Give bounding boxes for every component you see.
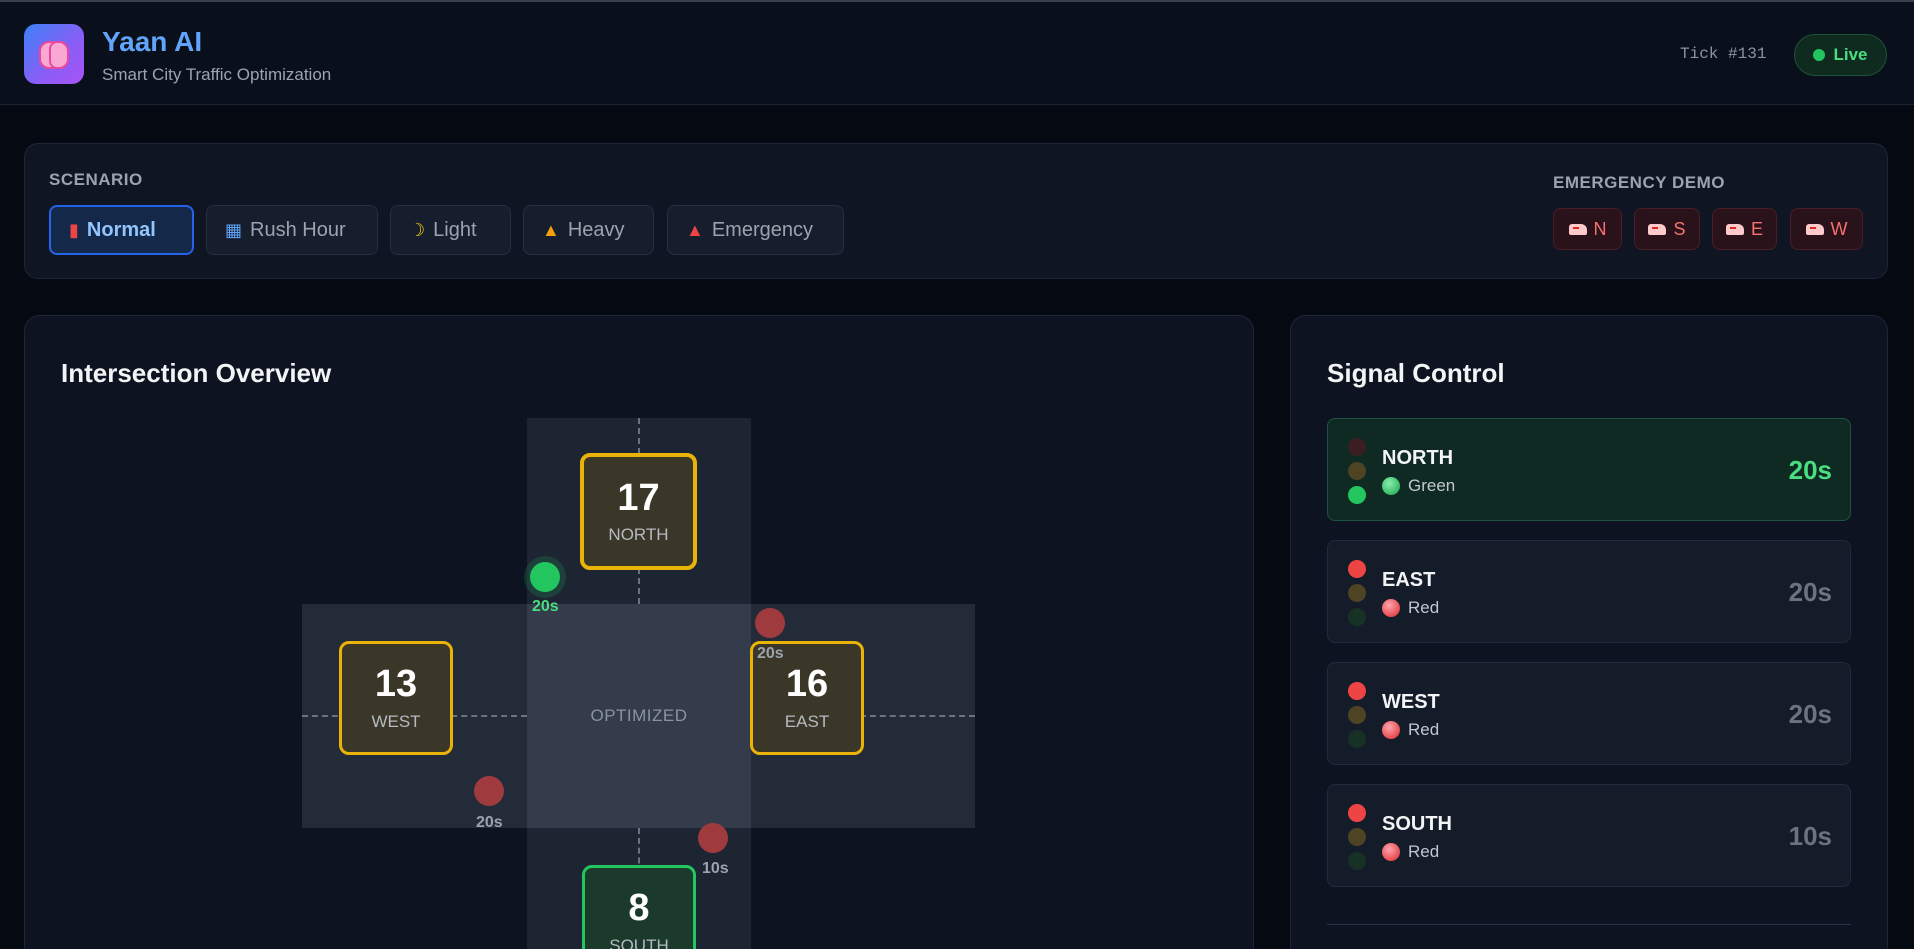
tick-counter: Tick #131 <box>1680 45 1767 63</box>
signal-panel-divider <box>1327 924 1851 925</box>
car-icon: ▮ <box>69 220 79 240</box>
scenario-heavy-label: Heavy <box>567 218 625 241</box>
red-lamp-icon <box>1348 682 1366 700</box>
emergency-north-button[interactable]: N <box>1553 208 1622 250</box>
signal-control-title: Signal Control <box>1327 358 1505 388</box>
east-direction-label: EAST <box>784 711 830 731</box>
signal-direction-label: EAST <box>1382 569 1436 591</box>
scenario-heavy-button[interactable]: ▲ Heavy <box>523 205 654 255</box>
signal-card-west[interactable]: WEST Red 20s <box>1327 662 1851 765</box>
brain-icon <box>39 41 69 69</box>
east-signal-time: 20s <box>757 645 784 662</box>
west-signal-time: 20s <box>476 814 503 831</box>
green-lamp-icon <box>1348 608 1366 626</box>
east-signal-indicator <box>755 608 785 638</box>
scenario-rush-hour-button[interactable]: ▦ Rush Hour <box>206 205 378 255</box>
signal-state: Red <box>1382 720 1439 740</box>
yellow-lamp-icon <box>1348 584 1366 602</box>
signal-timer: 20s <box>1788 699 1832 729</box>
signal-direction-label: NORTH <box>1382 447 1454 469</box>
emergency-south-label: S <box>1673 218 1686 239</box>
south-direction-label: SOUTH <box>609 935 669 949</box>
emergency-east-label: E <box>1750 218 1763 239</box>
scenario-panel: SCENARIO ▮ Normal ▦ Rush Hour ☽ Light ▲ … <box>24 143 1888 279</box>
west-vehicle-count: 13 <box>374 663 418 706</box>
app-title: Yaan AI <box>102 26 203 57</box>
ambulance-icon <box>1568 223 1587 235</box>
signal-state-label: Red <box>1408 598 1440 617</box>
green-lamp-icon <box>1348 486 1366 504</box>
emergency-north-label: N <box>1593 218 1607 239</box>
red-status-icon <box>1382 721 1400 739</box>
scenario-light-label: Light <box>433 218 477 241</box>
signal-timer: 20s <box>1788 577 1832 607</box>
ambulance-icon <box>1648 223 1667 235</box>
south-vehicle-count: 8 <box>628 887 650 929</box>
north-vehicle-count: 17 <box>617 476 660 519</box>
signal-timer: 20s <box>1788 455 1832 485</box>
signal-state-label: Red <box>1408 842 1440 861</box>
signal-card-north[interactable]: NORTH Green 20s <box>1327 418 1851 521</box>
moon-icon: ☽ <box>409 220 426 240</box>
north-direction-label: NORTH <box>608 525 669 545</box>
south-approach-queue: 8 SOUTH <box>582 865 696 949</box>
city-icon: ▦ <box>225 220 243 240</box>
signal-state: Red <box>1382 598 1439 618</box>
signal-state-label: Green <box>1408 476 1456 495</box>
scenario-normal-button[interactable]: ▮ Normal <box>49 205 194 255</box>
north-signal-time: 20s <box>532 598 559 615</box>
emergency-demo-label: EMERGENCY DEMO <box>1553 173 1725 192</box>
scenario-label: SCENARIO <box>49 170 143 189</box>
west-direction-label: WEST <box>371 711 421 731</box>
live-status-badge: Live <box>1794 34 1887 76</box>
construction-icon: ▲ <box>542 220 560 240</box>
live-dot-icon <box>1813 49 1826 61</box>
south-signal-indicator <box>698 823 728 853</box>
north-approach-queue: 17 NORTH <box>580 453 697 570</box>
east-approach-queue: 16 EAST <box>750 641 864 755</box>
yellow-lamp-icon <box>1348 462 1366 480</box>
ambulance-icon <box>1805 223 1824 235</box>
app-logo <box>24 24 84 84</box>
green-status-icon <box>1382 477 1400 495</box>
app-header: Yaan AI Smart City Traffic Optimization … <box>0 2 1914 105</box>
scenario-emergency-button[interactable]: ▲ Emergency <box>667 205 844 255</box>
west-approach-queue: 13 WEST <box>339 641 453 755</box>
red-lamp-icon <box>1348 560 1366 578</box>
siren-icon: ▲ <box>686 220 704 240</box>
scenario-emergency-label: Emergency <box>711 218 813 241</box>
east-vehicle-count: 16 <box>785 663 829 706</box>
signal-state-label: Red <box>1408 720 1440 739</box>
north-signal-indicator <box>530 562 560 592</box>
app-subtitle: Smart City Traffic Optimization <box>102 65 332 84</box>
west-signal-indicator <box>474 776 504 806</box>
signal-card-east[interactable]: EAST Red 20s <box>1327 540 1851 643</box>
yellow-lamp-icon <box>1348 828 1366 846</box>
emergency-south-button[interactable]: S <box>1634 208 1700 250</box>
red-lamp-icon <box>1348 804 1366 822</box>
signal-card-south[interactable]: SOUTH Red 10s <box>1327 784 1851 887</box>
emergency-west-button[interactable]: W <box>1790 208 1863 250</box>
green-lamp-icon <box>1348 730 1366 748</box>
ambulance-icon <box>1725 223 1744 235</box>
signal-direction-label: SOUTH <box>1382 813 1452 835</box>
intersection-center: OPTIMIZED <box>527 604 751 828</box>
scenario-normal-label: Normal <box>86 218 156 241</box>
green-lamp-icon <box>1348 852 1366 870</box>
live-status-label: Live <box>1833 45 1868 64</box>
yellow-lamp-icon <box>1348 706 1366 724</box>
signal-timer: 10s <box>1788 821 1832 851</box>
emergency-east-button[interactable]: E <box>1712 208 1777 250</box>
intersection-title: Intersection Overview <box>61 358 332 388</box>
south-signal-time: 10s <box>702 860 729 877</box>
signal-state: Red <box>1382 842 1439 862</box>
emergency-west-label: W <box>1830 218 1848 239</box>
red-status-icon <box>1382 843 1400 861</box>
red-status-icon <box>1382 599 1400 617</box>
scenario-light-button[interactable]: ☽ Light <box>390 205 511 255</box>
signal-direction-label: WEST <box>1382 691 1440 713</box>
red-lamp-icon <box>1348 438 1366 456</box>
scenario-rush-hour-label: Rush Hour <box>250 218 346 241</box>
signal-state: Green <box>1382 476 1455 496</box>
